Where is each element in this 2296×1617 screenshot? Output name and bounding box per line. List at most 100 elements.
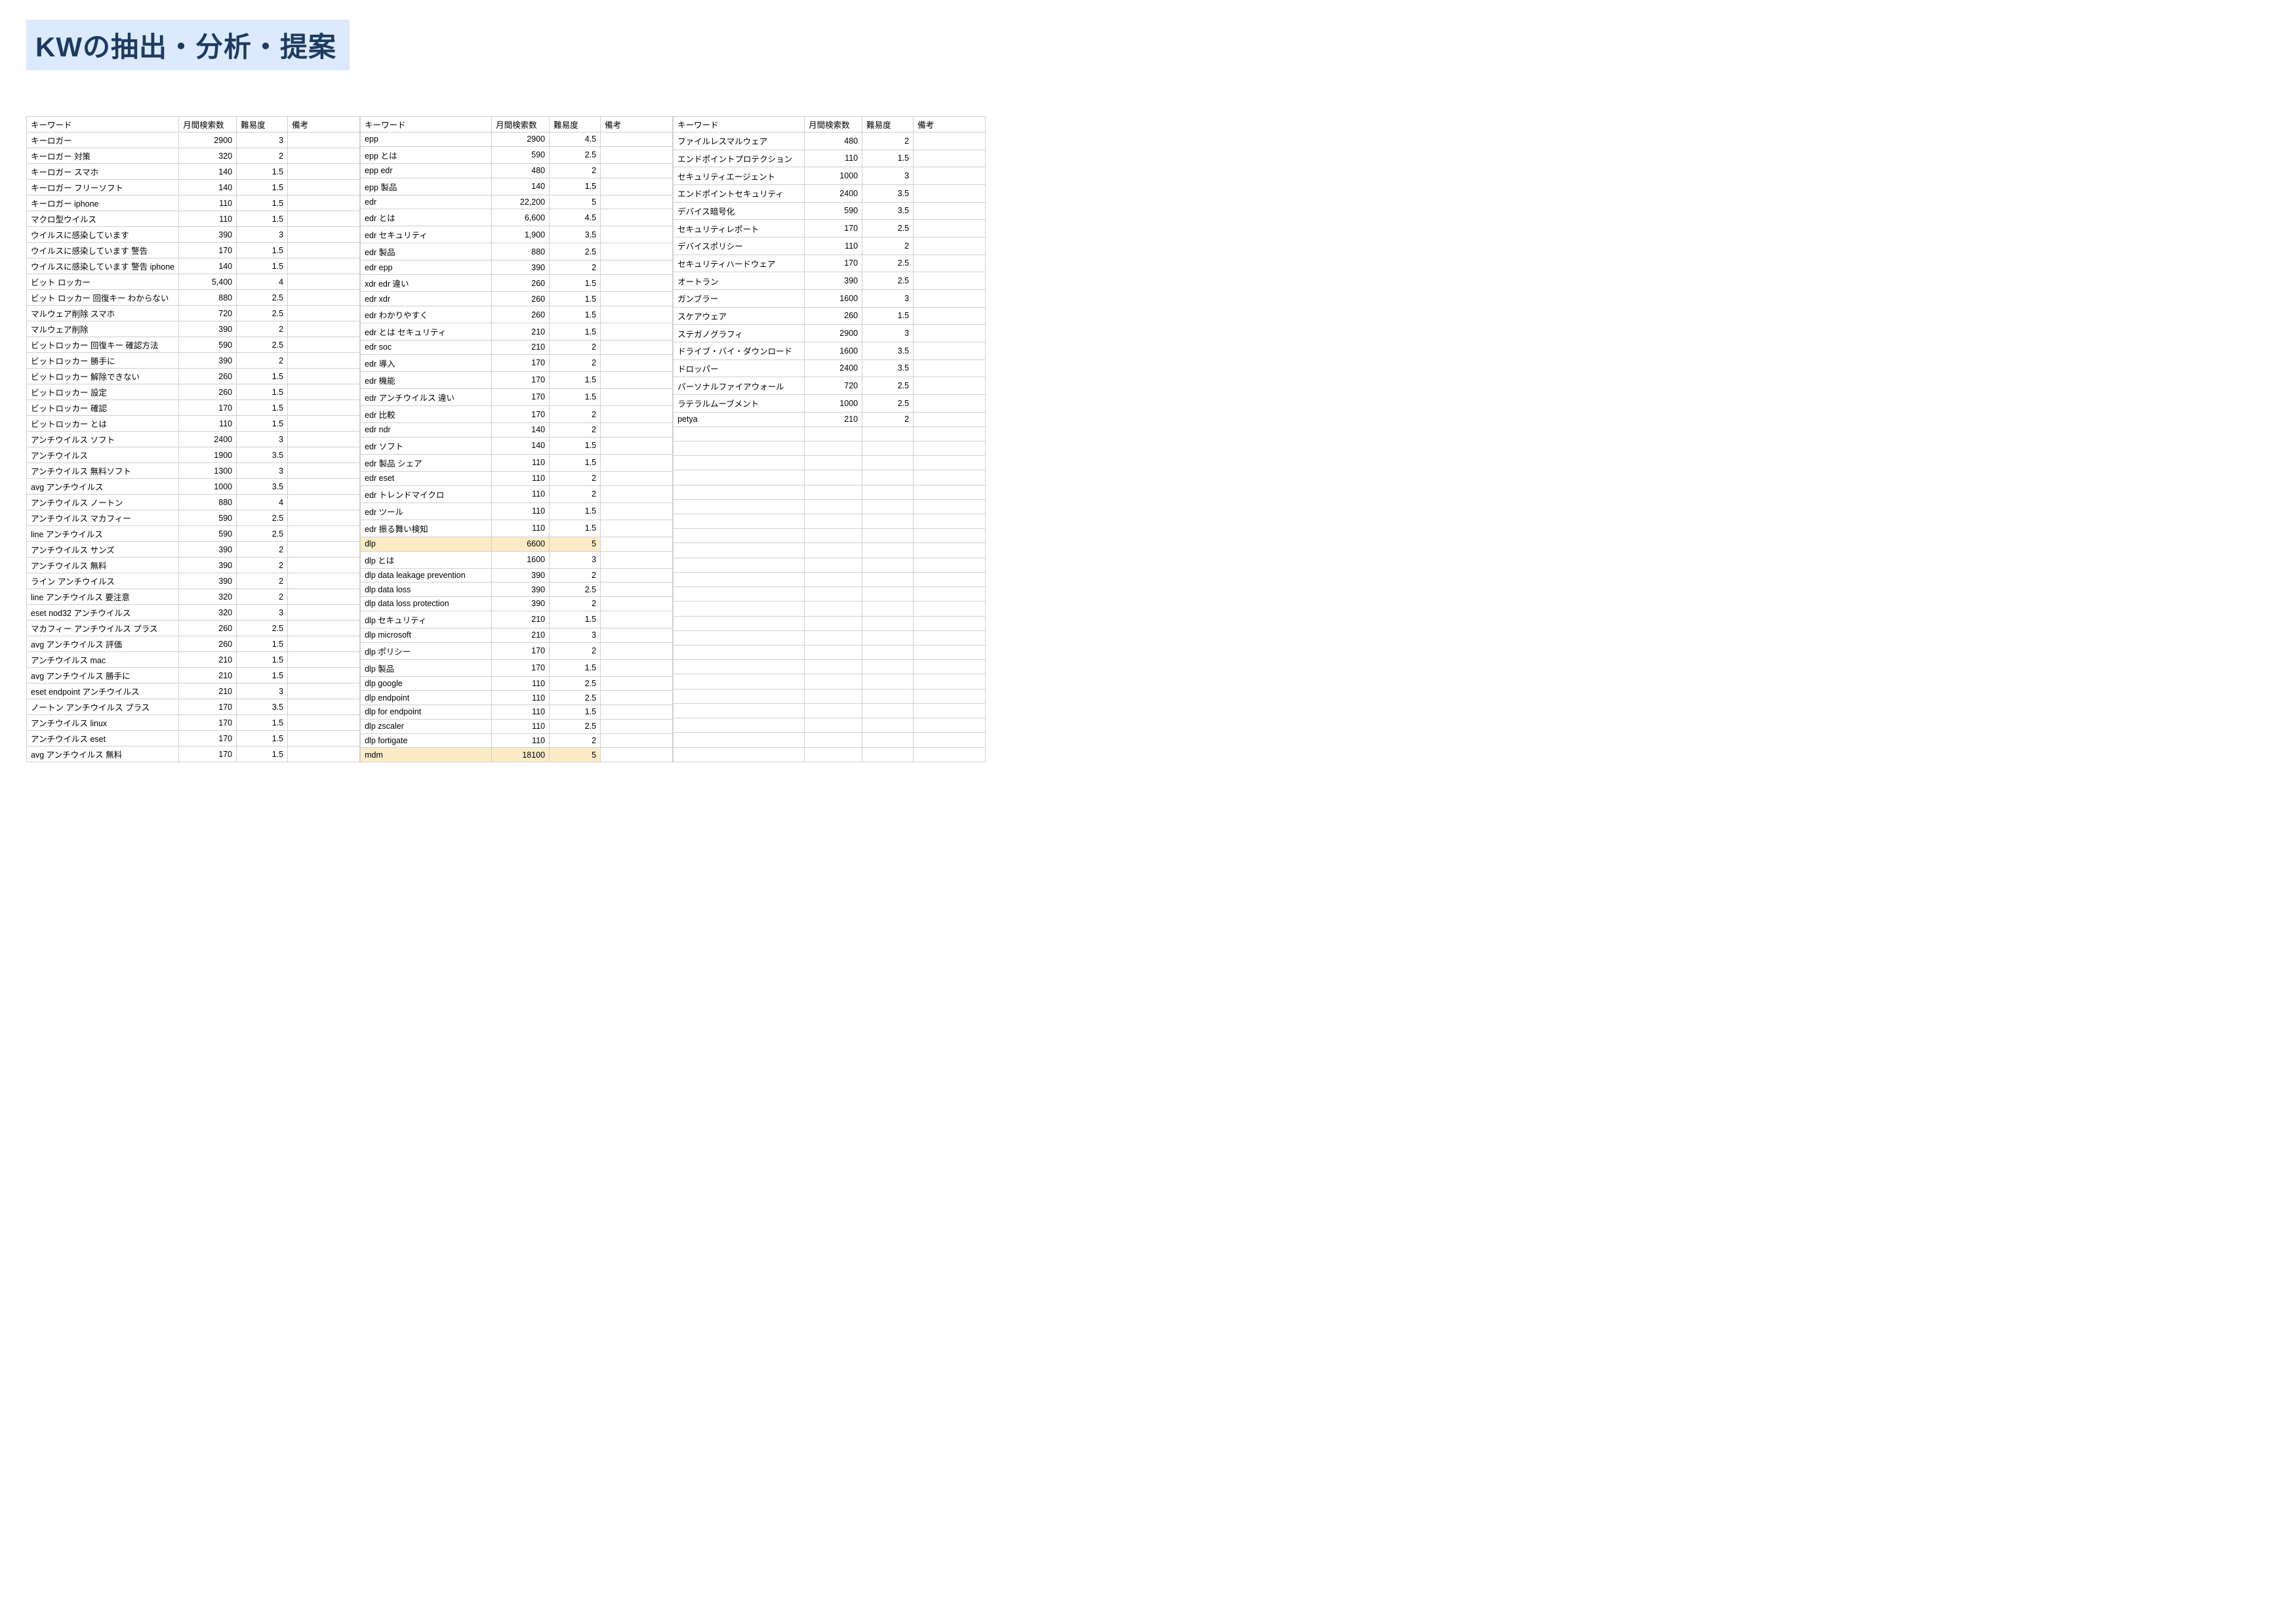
table-row[interactable]: avg アンチウイルス 評価2601.5 [27, 636, 360, 652]
cell-note[interactable] [914, 150, 986, 167]
cell-difficulty[interactable]: 2 [237, 321, 288, 337]
cell-volume[interactable]: 170 [179, 243, 237, 258]
cell-volume[interactable]: 1600 [492, 551, 550, 568]
cell-keyword[interactable]: edr 製品 [361, 243, 492, 260]
cell-difficulty[interactable] [862, 456, 914, 470]
table-row[interactable]: epp29004.5 [361, 133, 673, 147]
cell-volume[interactable] [805, 543, 862, 558]
table-row[interactable]: edr わかりやすく2601.5 [361, 306, 673, 323]
cell-keyword[interactable]: マカフィー アンチウイルス プラス [27, 621, 179, 636]
cell-volume[interactable]: 390 [179, 353, 237, 369]
cell-volume[interactable]: 170 [492, 659, 550, 676]
column-header-note[interactable]: 備考 [601, 117, 673, 133]
table-row[interactable]: edr 製品8802.5 [361, 243, 673, 260]
cell-difficulty[interactable]: 1.5 [237, 258, 288, 274]
cell-keyword[interactable]: オートラン [674, 272, 805, 290]
cell-difficulty[interactable]: 1.5 [550, 659, 601, 676]
cell-difficulty[interactable]: 2 [862, 412, 914, 426]
cell-keyword[interactable]: アンチウイルス eset [27, 731, 179, 747]
cell-keyword[interactable] [674, 558, 805, 572]
table-row[interactable]: edr ツール1101.5 [361, 502, 673, 520]
cell-volume[interactable]: 110 [492, 485, 550, 502]
table-row[interactable] [674, 485, 986, 499]
table-row[interactable]: ビットロッカー とは1101.5 [27, 416, 360, 432]
cell-volume[interactable]: 140 [179, 180, 237, 195]
cell-keyword[interactable] [674, 587, 805, 602]
table-row[interactable]: xdr edr 違い2601.5 [361, 275, 673, 292]
cell-keyword[interactable]: dlp とは [361, 551, 492, 568]
cell-volume[interactable] [805, 470, 862, 485]
cell-note[interactable] [601, 354, 673, 371]
table-row[interactable]: アンチウイルス サンズ3902 [27, 542, 360, 558]
cell-note[interactable] [288, 621, 360, 636]
column-header-keyword[interactable]: キーワード [361, 117, 492, 133]
cell-volume[interactable]: 880 [179, 495, 237, 510]
cell-note[interactable] [601, 628, 673, 642]
cell-note[interactable] [288, 479, 360, 495]
cell-difficulty[interactable]: 2 [550, 260, 601, 275]
cell-volume[interactable]: 170 [492, 388, 550, 405]
cell-volume[interactable]: 140 [179, 164, 237, 180]
cell-volume[interactable] [805, 616, 862, 630]
cell-keyword[interactable]: アンチウイルス ノートン [27, 495, 179, 510]
cell-volume[interactable] [805, 587, 862, 602]
cell-difficulty[interactable]: 1.5 [237, 715, 288, 731]
column-header-note[interactable]: 備考 [288, 117, 360, 133]
table-row[interactable]: line アンチウイルス 要注意3202 [27, 589, 360, 605]
cell-difficulty[interactable]: 1.5 [550, 388, 601, 405]
cell-volume[interactable] [805, 426, 862, 441]
cell-difficulty[interactable]: 3 [237, 133, 288, 148]
cell-keyword[interactable] [674, 630, 805, 645]
cell-keyword[interactable]: マクロ型ウイルス [27, 211, 179, 227]
cell-keyword[interactable]: line アンチウイルス [27, 526, 179, 542]
cell-difficulty[interactable]: 3 [237, 463, 288, 479]
table-row[interactable]: ノートン アンチウイルス プラス1703.5 [27, 699, 360, 715]
table-row[interactable]: edr 製品 シェア1101.5 [361, 454, 673, 471]
cell-note[interactable] [914, 220, 986, 237]
cell-volume[interactable]: 320 [179, 605, 237, 621]
cell-keyword[interactable]: ビットロッカー 勝手に [27, 353, 179, 369]
cell-difficulty[interactable]: 1.5 [550, 705, 601, 720]
table-row[interactable] [674, 456, 986, 470]
table-row[interactable]: デバイス暗号化5903.5 [674, 202, 986, 220]
table-row[interactable]: edr xdr2601.5 [361, 292, 673, 306]
cell-difficulty[interactable]: 2 [550, 340, 601, 355]
cell-volume[interactable] [805, 558, 862, 572]
cell-difficulty[interactable]: 4 [237, 495, 288, 510]
cell-note[interactable] [914, 342, 986, 359]
table-row[interactable]: ウイルスに感染しています 警告1701.5 [27, 243, 360, 258]
cell-difficulty[interactable]: 1.5 [237, 652, 288, 668]
cell-volume[interactable]: 110 [492, 705, 550, 720]
cell-note[interactable] [914, 325, 986, 342]
cell-keyword[interactable]: edr わかりやすく [361, 306, 492, 323]
cell-keyword[interactable]: ウイルスに感染しています [27, 227, 179, 243]
cell-note[interactable] [288, 243, 360, 258]
table-row[interactable]: mdm181005 [361, 748, 673, 762]
table-row[interactable] [674, 718, 986, 733]
cell-note[interactable] [914, 660, 986, 674]
cell-difficulty[interactable]: 1.5 [237, 164, 288, 180]
cell-keyword[interactable]: epp edr [361, 163, 492, 178]
cell-keyword[interactable]: line アンチウイルス 要注意 [27, 589, 179, 605]
table-row[interactable]: ドライブ・バイ・ダウンロード16003.5 [674, 342, 986, 359]
cell-keyword[interactable]: edr とは [361, 209, 492, 226]
cell-keyword[interactable] [674, 456, 805, 470]
cell-volume[interactable] [805, 572, 862, 586]
cell-note[interactable] [288, 148, 360, 164]
table-row[interactable]: dlp data leakage prevention3902 [361, 568, 673, 583]
cell-keyword[interactable] [674, 718, 805, 733]
table-row[interactable] [674, 674, 986, 689]
cell-keyword[interactable]: ファイルレスマルウェア [674, 133, 805, 150]
cell-keyword[interactable]: アンチウイルス linux [27, 715, 179, 731]
table-row[interactable]: ビットロッカー 確認1701.5 [27, 400, 360, 416]
cell-keyword[interactable]: edr soc [361, 340, 492, 355]
table-row[interactable]: dlp ポリシー1702 [361, 642, 673, 659]
cell-volume[interactable]: 210 [492, 628, 550, 642]
cell-keyword[interactable] [674, 514, 805, 529]
cell-difficulty[interactable] [862, 587, 914, 602]
cell-keyword[interactable]: ステガノグラフィ [674, 325, 805, 342]
cell-note[interactable] [914, 133, 986, 150]
cell-note[interactable] [914, 703, 986, 718]
table-row[interactable] [674, 514, 986, 529]
cell-difficulty[interactable]: 2.5 [862, 394, 914, 412]
